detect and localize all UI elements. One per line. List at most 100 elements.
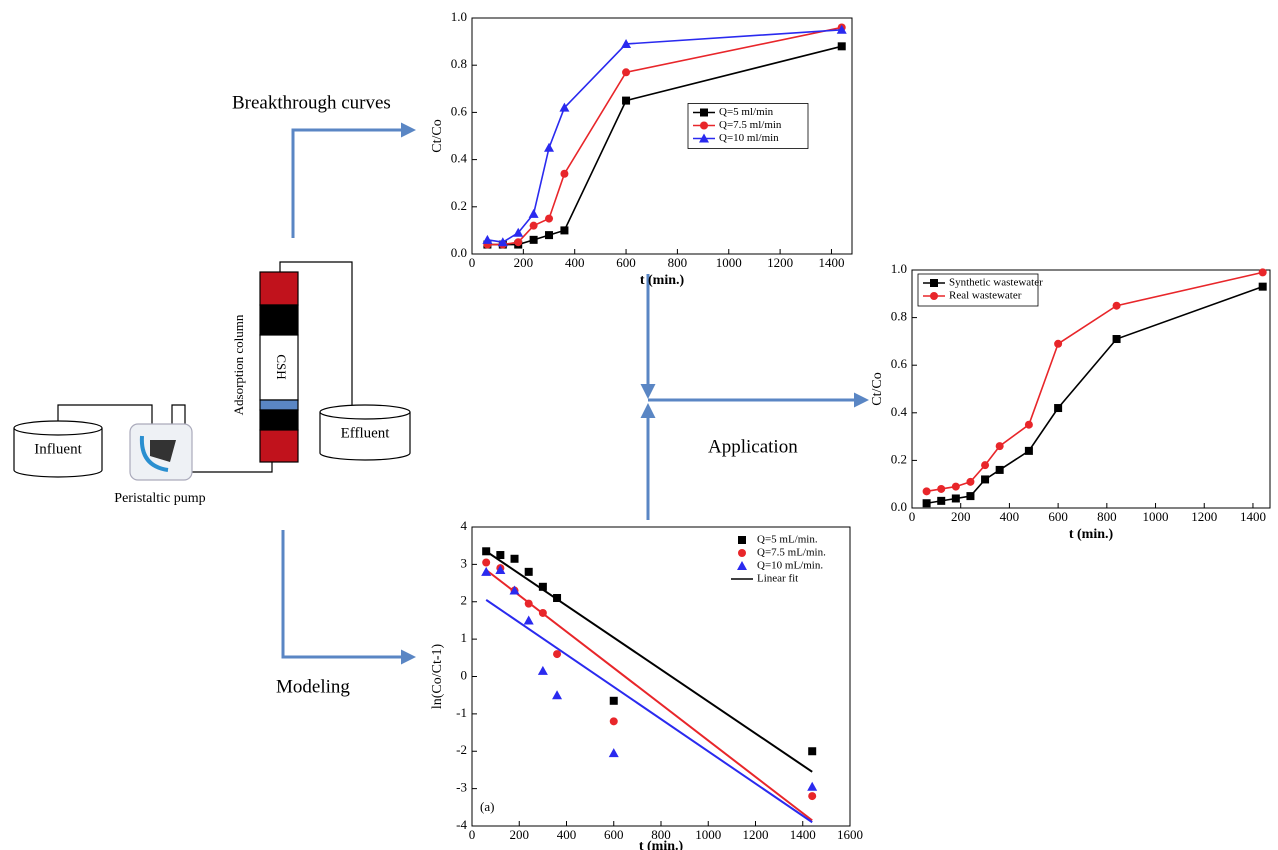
x-tick-label: 1000 bbox=[1143, 509, 1169, 524]
marker bbox=[981, 461, 990, 470]
effluent-tank bbox=[319, 412, 411, 461]
marker bbox=[538, 582, 547, 591]
arrow bbox=[281, 530, 416, 665]
marker bbox=[1054, 339, 1063, 348]
x-tick-label: 1200 bbox=[767, 255, 793, 270]
legend-marker bbox=[738, 549, 746, 557]
arrow bbox=[291, 122, 416, 238]
marker bbox=[497, 237, 508, 247]
legend-label: Linear fit bbox=[757, 573, 798, 585]
marker bbox=[482, 547, 491, 556]
marker bbox=[922, 487, 931, 496]
y-tick-label: 0.2 bbox=[451, 198, 467, 213]
legend-marker bbox=[737, 561, 747, 570]
column-part bbox=[259, 429, 299, 463]
marker bbox=[966, 477, 975, 486]
marker bbox=[609, 717, 618, 726]
y-tick-label: 0 bbox=[461, 667, 468, 682]
legend-marker bbox=[700, 121, 708, 130]
arrow-label: Breakthrough curves bbox=[232, 92, 391, 113]
y-axis-label: Ct/Co bbox=[430, 119, 445, 152]
x-tick-label: 800 bbox=[651, 827, 671, 842]
series-line bbox=[926, 285, 1263, 505]
x-tick-label: 200 bbox=[951, 509, 971, 524]
marker bbox=[510, 554, 519, 563]
marker bbox=[509, 585, 520, 595]
tube bbox=[57, 404, 153, 424]
x-axis-label: t (min.) bbox=[640, 273, 685, 288]
marker bbox=[621, 38, 632, 48]
column-part bbox=[259, 409, 299, 431]
x-tick-label: 400 bbox=[557, 827, 577, 842]
marker bbox=[807, 781, 818, 791]
flow-arrows bbox=[281, 122, 869, 665]
x-tick-label: 600 bbox=[604, 827, 624, 842]
marker bbox=[514, 238, 523, 247]
tank-label: Effluent bbox=[341, 425, 391, 441]
y-tick-label: -3 bbox=[456, 780, 467, 795]
y-tick-label: -2 bbox=[456, 742, 467, 757]
tube bbox=[279, 261, 353, 405]
x-tick-label: 1400 bbox=[790, 827, 816, 842]
y-tick-label: 1 bbox=[461, 630, 468, 645]
y-tick-label: 3 bbox=[461, 555, 468, 570]
marker bbox=[922, 499, 931, 508]
x-tick-label: 200 bbox=[510, 827, 530, 842]
y-axis-label: ln(Co/Ct-1) bbox=[430, 644, 445, 710]
marker bbox=[937, 496, 946, 505]
marker bbox=[545, 231, 554, 240]
y-tick-label: -1 bbox=[456, 705, 467, 720]
x-tick-label: 0 bbox=[909, 509, 916, 524]
y-tick-label: 0.6 bbox=[451, 103, 468, 118]
x-tick-label: 0 bbox=[469, 827, 476, 842]
y-tick-label: 4 bbox=[461, 518, 468, 533]
marker bbox=[1258, 282, 1267, 291]
marker bbox=[496, 551, 505, 560]
x-axis-label: t (min.) bbox=[639, 839, 684, 850]
y-tick-label: 0.8 bbox=[891, 309, 907, 324]
y-axis-label: Ct/Co bbox=[870, 372, 885, 405]
legend-label: Q=7.5 ml/min bbox=[719, 119, 782, 131]
marker bbox=[538, 608, 547, 617]
legend-label: Q=5 mL/min. bbox=[757, 534, 818, 546]
marker bbox=[528, 208, 539, 218]
column-part bbox=[259, 399, 299, 411]
marker bbox=[524, 599, 533, 608]
x-tick-label: 1200 bbox=[743, 827, 769, 842]
marker bbox=[482, 558, 491, 567]
y-tick-label: 0.0 bbox=[451, 245, 467, 260]
marker bbox=[609, 696, 618, 705]
influent-top bbox=[13, 420, 103, 436]
y-tick-label: 0.6 bbox=[891, 356, 908, 371]
pump-rotor bbox=[150, 440, 176, 462]
marker bbox=[951, 482, 960, 491]
x-tick-label: 200 bbox=[514, 255, 534, 270]
x-axis-label: t (min.) bbox=[1069, 527, 1114, 542]
legend-label: Q=5 ml/min bbox=[719, 106, 774, 118]
y-tick-label: 0.2 bbox=[891, 451, 907, 466]
legend-label: Synthetic wastewater bbox=[949, 277, 1043, 289]
marker bbox=[524, 567, 533, 576]
marker bbox=[808, 747, 817, 756]
marker bbox=[560, 226, 569, 235]
marker bbox=[529, 235, 538, 244]
marker bbox=[560, 169, 569, 178]
y-tick-label: 0.4 bbox=[891, 404, 908, 419]
marker bbox=[559, 102, 570, 112]
marker bbox=[837, 42, 846, 51]
column-label: Adsorption column bbox=[231, 314, 246, 415]
marker bbox=[1024, 446, 1033, 455]
x-tick-label: 1400 bbox=[818, 255, 844, 270]
pump-tube bbox=[139, 435, 169, 472]
x-tick-label: 1000 bbox=[716, 255, 742, 270]
effluent-top bbox=[319, 404, 411, 420]
marker bbox=[553, 650, 562, 659]
fit-line bbox=[485, 599, 813, 824]
marker bbox=[495, 564, 506, 574]
x-tick-label: 1600 bbox=[837, 827, 863, 842]
tank-label: Influent bbox=[34, 441, 82, 457]
marker bbox=[951, 494, 960, 503]
x-tick-label: 800 bbox=[668, 255, 688, 270]
x-tick-label: 1400 bbox=[1240, 509, 1266, 524]
marker bbox=[622, 68, 631, 77]
